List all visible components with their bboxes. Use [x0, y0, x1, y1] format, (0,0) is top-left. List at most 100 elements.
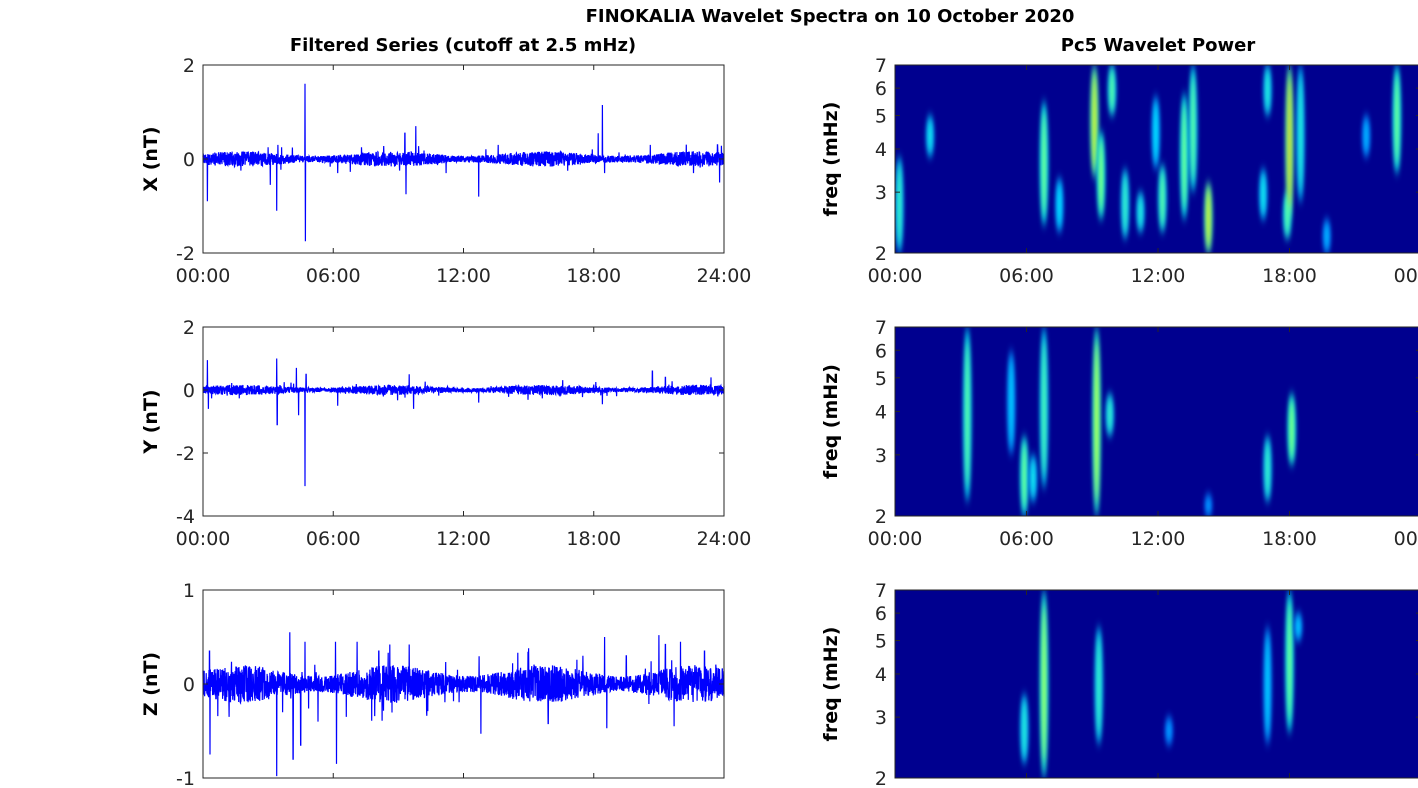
y-tick-label: 6: [875, 340, 887, 362]
axes-frame: [894, 589, 1418, 779]
x-tick-label: 00:00: [176, 265, 231, 287]
x-tick-label: 18:00: [566, 528, 621, 550]
y-tick-label: 2: [875, 243, 887, 265]
series-line-z: [202, 632, 725, 777]
power-event-core: [1265, 440, 1270, 497]
x-tick-label: 06:00: [999, 528, 1054, 550]
y-tick-label: 1: [183, 580, 195, 602]
right-column-title: Pc5 Wavelet Power: [1060, 35, 1256, 56]
power-event-core: [1325, 222, 1329, 251]
axes-frame: [202, 64, 725, 254]
power-event-core: [1167, 719, 1171, 743]
y-tick-label: -1: [176, 768, 195, 788]
power-event-core: [1154, 101, 1158, 164]
left-axes-z: -1 0 1 Z (nT): [140, 580, 725, 788]
y-axis-label: Z (nT): [140, 652, 162, 716]
y-tick-label: 2: [875, 768, 887, 788]
y-axis-label: Y (nT): [140, 389, 162, 454]
y-tick-label: 2: [183, 317, 195, 339]
y-tick-label: 3: [875, 182, 887, 204]
axes-frame: [894, 64, 1418, 254]
x-tick-label: 06:00: [999, 265, 1054, 287]
power-event-core: [1206, 496, 1211, 515]
power-event-core: [1298, 75, 1303, 193]
y-tick-label: 7: [875, 580, 887, 602]
y-axis-label: X (nT): [140, 126, 162, 191]
y-tick-label: 2: [875, 506, 887, 528]
power-event-core: [1099, 137, 1103, 213]
power-event-core: [1022, 699, 1026, 759]
power-event-core: [965, 340, 969, 489]
y-tick-label: 2: [183, 55, 195, 77]
wavelet-power-map: [895, 327, 1418, 516]
x-tick-label: 00:00: [868, 265, 923, 287]
y-axis-label: freq (mHz): [820, 364, 842, 479]
power-event-core: [1287, 600, 1292, 723]
left-column-title: Filtered Series (cutoff at 2.5 mHz): [289, 35, 637, 56]
y-tick-label: 0: [183, 674, 195, 696]
y-tick-label: 7: [875, 55, 887, 77]
axes-frame: [202, 326, 725, 517]
power-event-core: [1265, 68, 1270, 112]
left-axes-x: -2 0 2 00:00 06:00 12:00 18:00 24:00 X (nT): [140, 55, 751, 287]
power-event-core: [1092, 73, 1097, 170]
series-line-y: [202, 358, 725, 487]
x-tick-label: 12:00: [436, 265, 491, 287]
y-tick-label: 4: [875, 401, 887, 423]
power-event-core: [1042, 604, 1046, 764]
heatmap-background: [895, 327, 1418, 516]
left-axes-y: -4 -2 0 2 00:00 06:00 12:00 18:00 24:00 Y (nT): [140, 317, 751, 550]
y-tick-label: 5: [875, 630, 887, 652]
power-event-core: [1364, 118, 1368, 154]
power-event-core: [1057, 181, 1061, 228]
y-tick-label: 6: [875, 78, 887, 100]
power-event-core: [1138, 195, 1143, 230]
power-event-core: [1095, 341, 1099, 502]
y-tick-label: 3: [875, 707, 887, 729]
power-event-core: [1031, 458, 1035, 499]
x-tick-label: 00:00: [1394, 528, 1418, 550]
power-event-core: [897, 163, 901, 246]
y-tick-label: 3: [875, 445, 887, 467]
power-event-core: [1287, 76, 1292, 208]
figure-title: FINOKALIA Wavelet Spectra on 10 October …: [585, 6, 1075, 27]
y-tick-label: 7: [875, 317, 887, 339]
power-event-core: [1296, 615, 1300, 639]
x-tick-label: 18:00: [566, 265, 621, 287]
power-event-core: [1265, 635, 1270, 736]
x-tick-label: 06:00: [306, 528, 361, 550]
y-tick-label: -4: [176, 506, 195, 528]
power-event-core: [1290, 399, 1294, 460]
power-event-core: [1160, 169, 1164, 227]
x-tick-label: 12:00: [1131, 528, 1186, 550]
x-tick-label: 06:00: [306, 265, 361, 287]
y-axis-label: freq (mHz): [820, 627, 842, 742]
power-event-core: [1191, 74, 1195, 183]
x-tick-label: 24:00: [697, 528, 752, 550]
x-tick-label: 12:00: [1131, 265, 1186, 287]
y-tick-label: -2: [176, 243, 195, 265]
wavelet-power-map: [895, 590, 1418, 778]
right-axes-y-wavelet: 2 3 4 5 67 00:00 06:00 12:00 18:00 00:00 freq (mHz…: [820, 317, 1418, 550]
y-tick-label: 5: [875, 105, 887, 127]
y-tick-label: 0: [183, 149, 195, 171]
power-event-core: [1206, 187, 1211, 248]
power-event-core: [1097, 635, 1101, 736]
x-tick-label: 12:00: [436, 528, 491, 550]
power-event-core: [1395, 73, 1399, 166]
power-event-core: [1182, 102, 1186, 211]
x-tick-label: 18:00: [1262, 265, 1317, 287]
heatmap-background: [895, 590, 1418, 778]
x-tick-label: 00:00: [1394, 265, 1418, 287]
power-event-core: [1108, 396, 1112, 433]
y-tick-label: 4: [875, 664, 887, 686]
power-event-core: [1261, 172, 1265, 216]
right-axes-z-wavelet: 2 3 4 5 67 freq (mHz): [820, 580, 1418, 788]
power-event-core: [1022, 441, 1026, 510]
y-axis-label: freq (mHz): [820, 102, 842, 217]
right-axes-x-wavelet: 2 3 4 5 67 00:00 06:00 12:00 18:00 00:00 freq (mHz…: [820, 55, 1418, 287]
x-tick-label: 18:00: [1262, 528, 1317, 550]
power-event-core: [928, 118, 932, 154]
x-tick-label: 00:00: [868, 528, 923, 550]
